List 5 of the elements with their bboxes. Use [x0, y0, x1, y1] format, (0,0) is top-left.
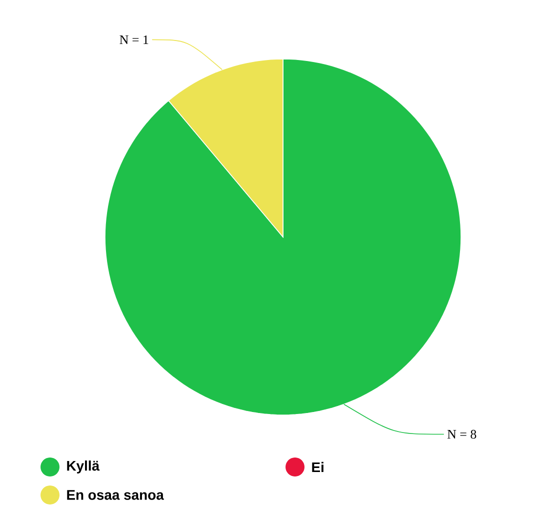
legend-label: Ei [312, 462, 324, 472]
data-label: N = 1 [120, 35, 148, 44]
data-label: N = 8 [447, 430, 476, 439]
legend-label: Kyllä [67, 460, 100, 474]
legend-label: En osaa sanoa [67, 490, 164, 500]
